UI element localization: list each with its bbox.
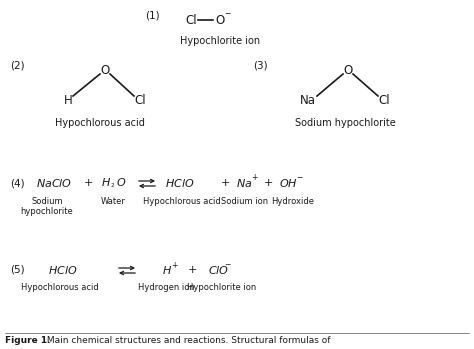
Text: +: + — [220, 178, 230, 188]
Text: Sodium ion: Sodium ion — [221, 197, 269, 206]
Text: (4): (4) — [10, 178, 25, 188]
Text: −: − — [296, 173, 302, 183]
Text: +: + — [264, 178, 273, 188]
Text: Sodium
hypochlorite: Sodium hypochlorite — [21, 197, 73, 216]
Text: O: O — [343, 64, 353, 76]
Text: +: + — [251, 173, 257, 183]
Text: O: O — [100, 64, 109, 76]
Text: $\mathit{H}$: $\mathit{H}$ — [101, 176, 111, 188]
Text: O: O — [215, 14, 224, 27]
Text: Cl: Cl — [185, 14, 197, 27]
Text: $\mathit{_2}$: $\mathit{_2}$ — [110, 180, 115, 190]
Text: Na: Na — [300, 94, 316, 106]
Text: −: − — [224, 9, 230, 18]
Text: −: − — [224, 260, 230, 269]
Text: $\mathit{HClO}$: $\mathit{HClO}$ — [165, 177, 194, 189]
Text: $\mathit{NaClO}$: $\mathit{NaClO}$ — [36, 177, 73, 189]
Text: $\mathit{Na}$: $\mathit{Na}$ — [236, 177, 252, 189]
Text: Figure 1.: Figure 1. — [5, 336, 51, 345]
Text: H: H — [64, 94, 73, 106]
Text: (3): (3) — [253, 60, 268, 70]
Text: Hypochlorous acid: Hypochlorous acid — [55, 118, 145, 128]
Text: Hypochlorous acid: Hypochlorous acid — [143, 197, 221, 206]
Text: Cl: Cl — [378, 94, 390, 106]
Text: Water: Water — [100, 197, 126, 206]
Text: +: + — [171, 260, 177, 269]
Text: Cl: Cl — [134, 94, 146, 106]
Text: $\mathit{O}$: $\mathit{O}$ — [116, 176, 126, 188]
Text: (2): (2) — [10, 60, 25, 70]
Text: (5): (5) — [10, 265, 25, 275]
Text: Sodium hypochlorite: Sodium hypochlorite — [295, 118, 395, 128]
Text: $\mathit{HClO}$: $\mathit{HClO}$ — [48, 264, 78, 276]
Text: $\mathit{H}$: $\mathit{H}$ — [162, 264, 172, 276]
Text: Hydroxide: Hydroxide — [272, 197, 315, 206]
Text: +: + — [83, 178, 93, 188]
Text: $\mathit{OH}$: $\mathit{OH}$ — [279, 177, 298, 189]
Text: (1): (1) — [145, 10, 160, 20]
Text: $\mathit{ClO}$: $\mathit{ClO}$ — [208, 264, 229, 276]
Text: Hypochlorous acid: Hypochlorous acid — [21, 283, 99, 292]
Text: +: + — [187, 265, 197, 275]
Text: Hydrogen ion: Hydrogen ion — [137, 283, 194, 292]
Text: Main chemical structures and reactions. Structural formulas of: Main chemical structures and reactions. … — [44, 336, 330, 345]
Text: Hypochlorite ion: Hypochlorite ion — [180, 36, 260, 46]
Text: Hypochlorite ion: Hypochlorite ion — [187, 283, 256, 292]
